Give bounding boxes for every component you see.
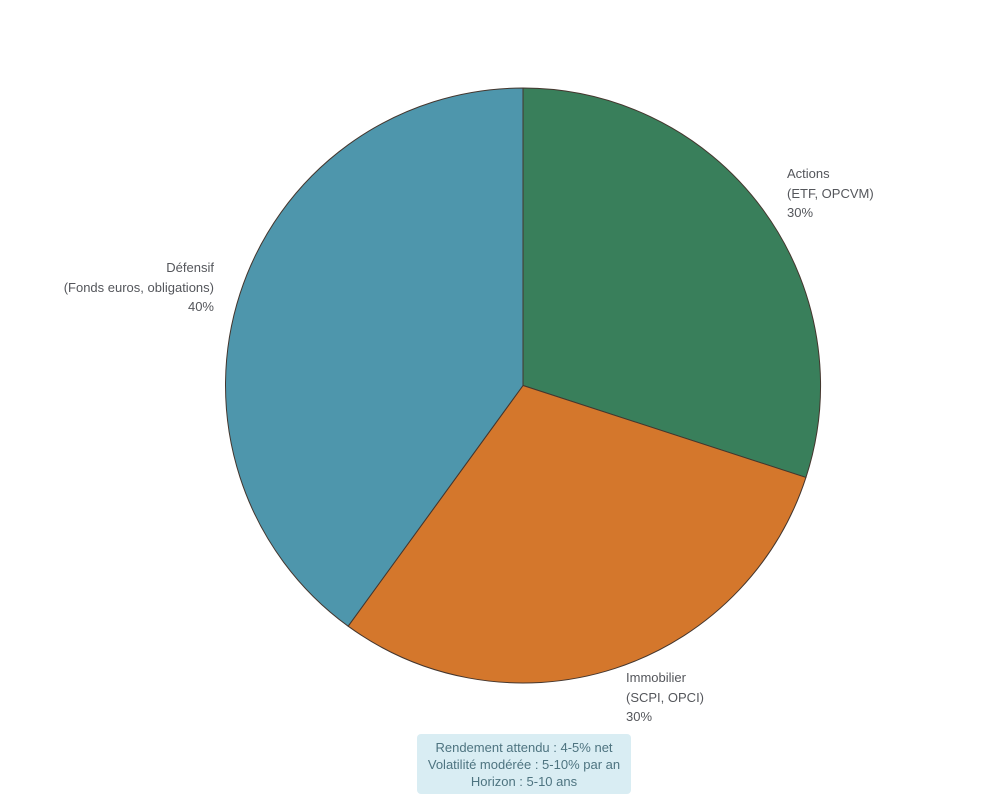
annotation-line-rendement: Rendement attendu : 4-5% net: [435, 740, 613, 755]
annotation-box: Rendement attendu : 4-5% net Volatilité …: [417, 734, 631, 794]
slice-label-defensif-sublabel: (Fonds euros, obligations): [63, 279, 214, 295]
pie-slice-actions: [522, 87, 821, 478]
slice-label-actions-name: Actions: [787, 166, 830, 181]
annotation-line-horizon: Horizon : 5-10 ans: [470, 774, 578, 789]
pie-slice-defensif: [225, 87, 524, 627]
slice-label-actions-sublabel: (ETF, OPCVM): [787, 185, 874, 201]
slice-label-immobilier-sublabel: (SCPI, OPCI): [626, 689, 705, 705]
slice-label-immobilier-name: Immobilier: [626, 670, 686, 685]
slice-label-immobilier-percent: 30%: [626, 709, 653, 724]
slice-label-defensif: Défensif (Fonds euros, obligations) 40%: [64, 258, 214, 317]
slice-label-immobilier: Immobilier (SCPI, OPCI) 30%: [626, 668, 704, 727]
pie-slice-immobilier: [347, 385, 807, 684]
slice-label-actions-percent: 30%: [787, 205, 814, 220]
annotation-line-volatilite: Volatilité modérée : 5-10% par an: [427, 757, 621, 772]
slice-label-actions: Actions (ETF, OPCVM) 30%: [787, 164, 874, 223]
slice-label-defensif-name: Défensif: [166, 260, 214, 275]
slice-label-defensif-percent: 40%: [187, 299, 214, 314]
